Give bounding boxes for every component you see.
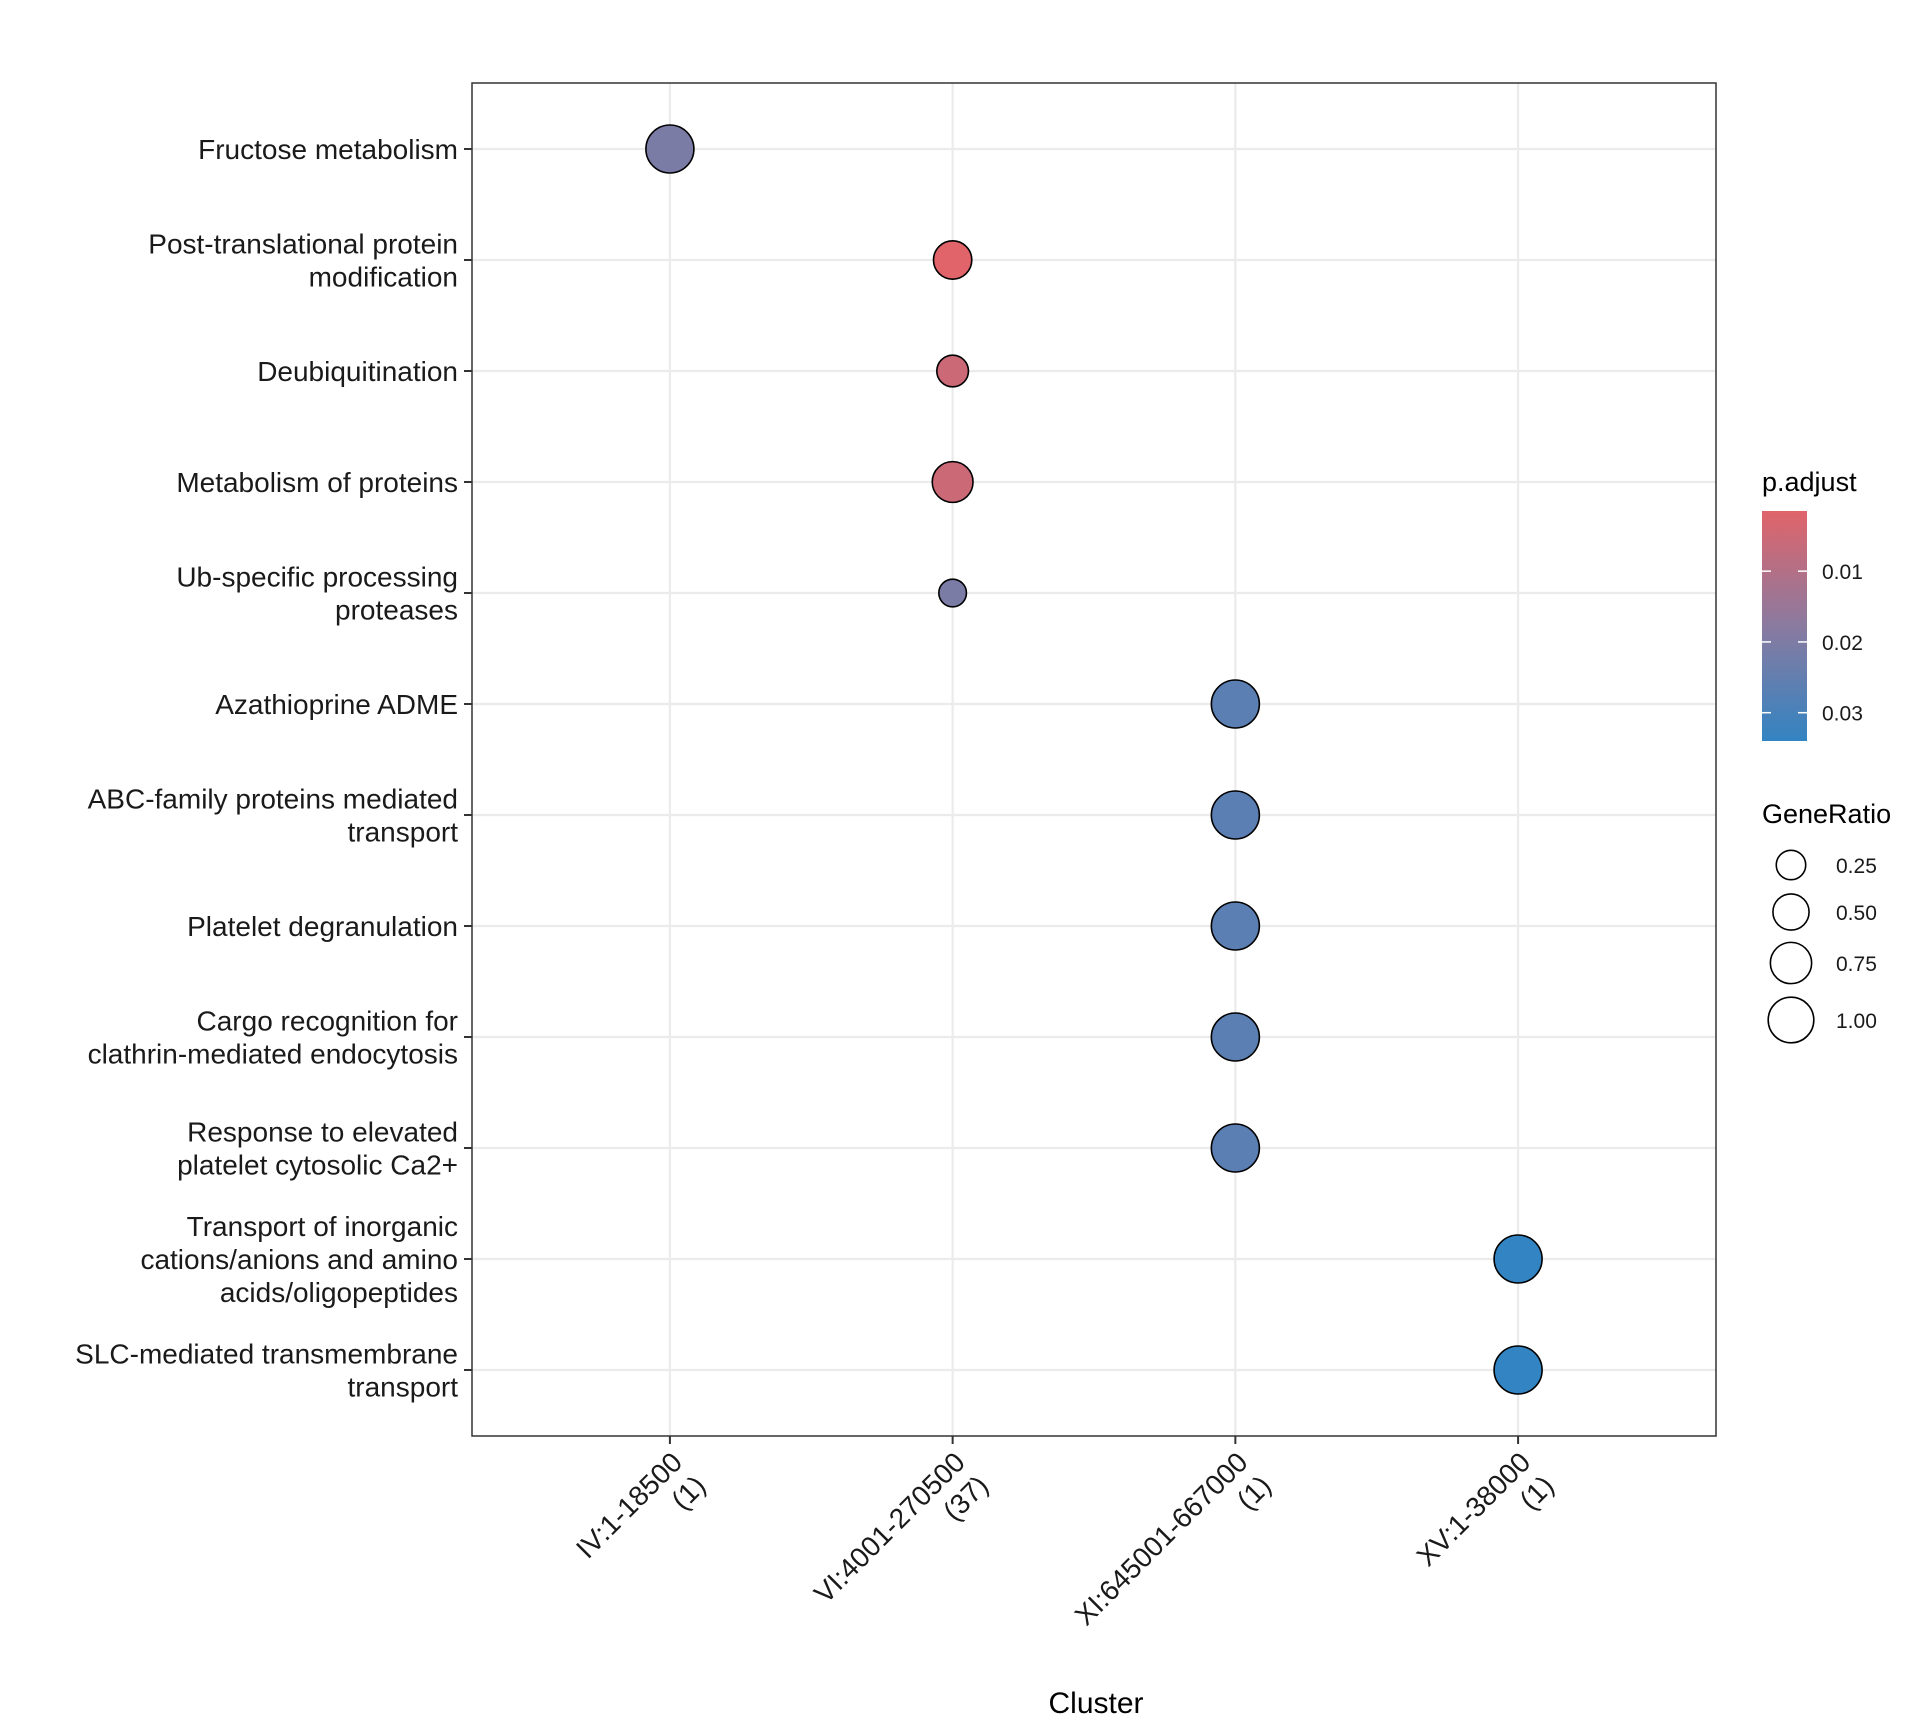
color-legend-label: 0.01	[1822, 561, 1863, 584]
y-tick-label: Transport of inorganic cations/anions and…	[140, 1211, 458, 1308]
color-bar	[1762, 511, 1807, 741]
data-point	[1210, 1123, 1261, 1173]
y-tick-label: Metabolism of proteins	[176, 467, 458, 498]
data-point	[1493, 1345, 1543, 1395]
data-point	[1210, 790, 1261, 840]
size-legend-key	[1769, 941, 1813, 985]
data-point	[936, 354, 970, 388]
y-tick-label: Deubiquitination	[257, 356, 458, 387]
data-points	[645, 124, 1543, 1395]
y-tick-label: Response to elevated platelet cytosolic C…	[177, 1117, 458, 1181]
data-point	[1210, 901, 1261, 951]
p-adjust-legend: p.adjust 0.01 0.02 0.03	[1762, 467, 1863, 741]
gene-ratio-legend: GeneRatio 0.25 0.50 0.75 1.00	[1762, 799, 1891, 1044]
size-legend-label: 0.25	[1836, 855, 1877, 878]
x-tick-label: XI:645001-667000(1)	[1069, 1446, 1277, 1654]
data-point	[932, 240, 973, 280]
size-legend-label: 0.50	[1836, 902, 1877, 925]
x-tick-label: IV:1-18500(1)	[570, 1446, 711, 1587]
data-point	[1493, 1234, 1543, 1284]
size-legend-title: GeneRatio	[1762, 799, 1891, 829]
y-tick-label: Fructose metabolism	[198, 134, 458, 165]
x-tick-label: XV:1-38000(1)	[1411, 1446, 1560, 1595]
y-tick-label: SLC-mediated transmembrane transport	[75, 1339, 458, 1403]
color-legend-label: 0.02	[1822, 632, 1863, 655]
x-axis: IV:1-18500(1) VI:4001-270500(37) XI:645001…	[570, 1436, 1560, 1654]
data-point	[1210, 1012, 1261, 1062]
size-legend-key	[1767, 996, 1815, 1044]
data-point	[645, 124, 695, 174]
x-axis-title: Cluster	[1048, 1687, 1143, 1720]
data-point	[938, 578, 968, 608]
size-legend-key	[1775, 849, 1807, 881]
y-tick-label: Platelet degranulation	[187, 911, 458, 942]
y-tick-label: Ub-specific processing proteases	[176, 562, 458, 626]
data-point	[931, 460, 974, 504]
data-point	[1210, 679, 1261, 729]
size-legend-key	[1772, 893, 1810, 931]
color-legend-title: p.adjust	[1762, 467, 1857, 497]
plot-panel-border	[471, 82, 1717, 1437]
y-tick-label: Cargo recognition for clathrin-mediated e…	[88, 1006, 458, 1070]
color-legend-label: 0.03	[1822, 703, 1863, 726]
grid-lines	[472, 83, 1716, 1436]
y-axis: Fructose metabolism Post-translational pr…	[75, 134, 472, 1403]
y-tick-label: Post-translational protein modification	[148, 229, 458, 293]
size-legend-label: 0.75	[1836, 953, 1877, 976]
x-tick-label: VI:4001-270500(37)	[808, 1446, 994, 1632]
y-tick-label: Azathioprine ADME	[215, 689, 458, 720]
y-tick-label: ABC-family proteins mediated transport	[88, 784, 459, 848]
size-legend-label: 1.00	[1836, 1010, 1877, 1033]
